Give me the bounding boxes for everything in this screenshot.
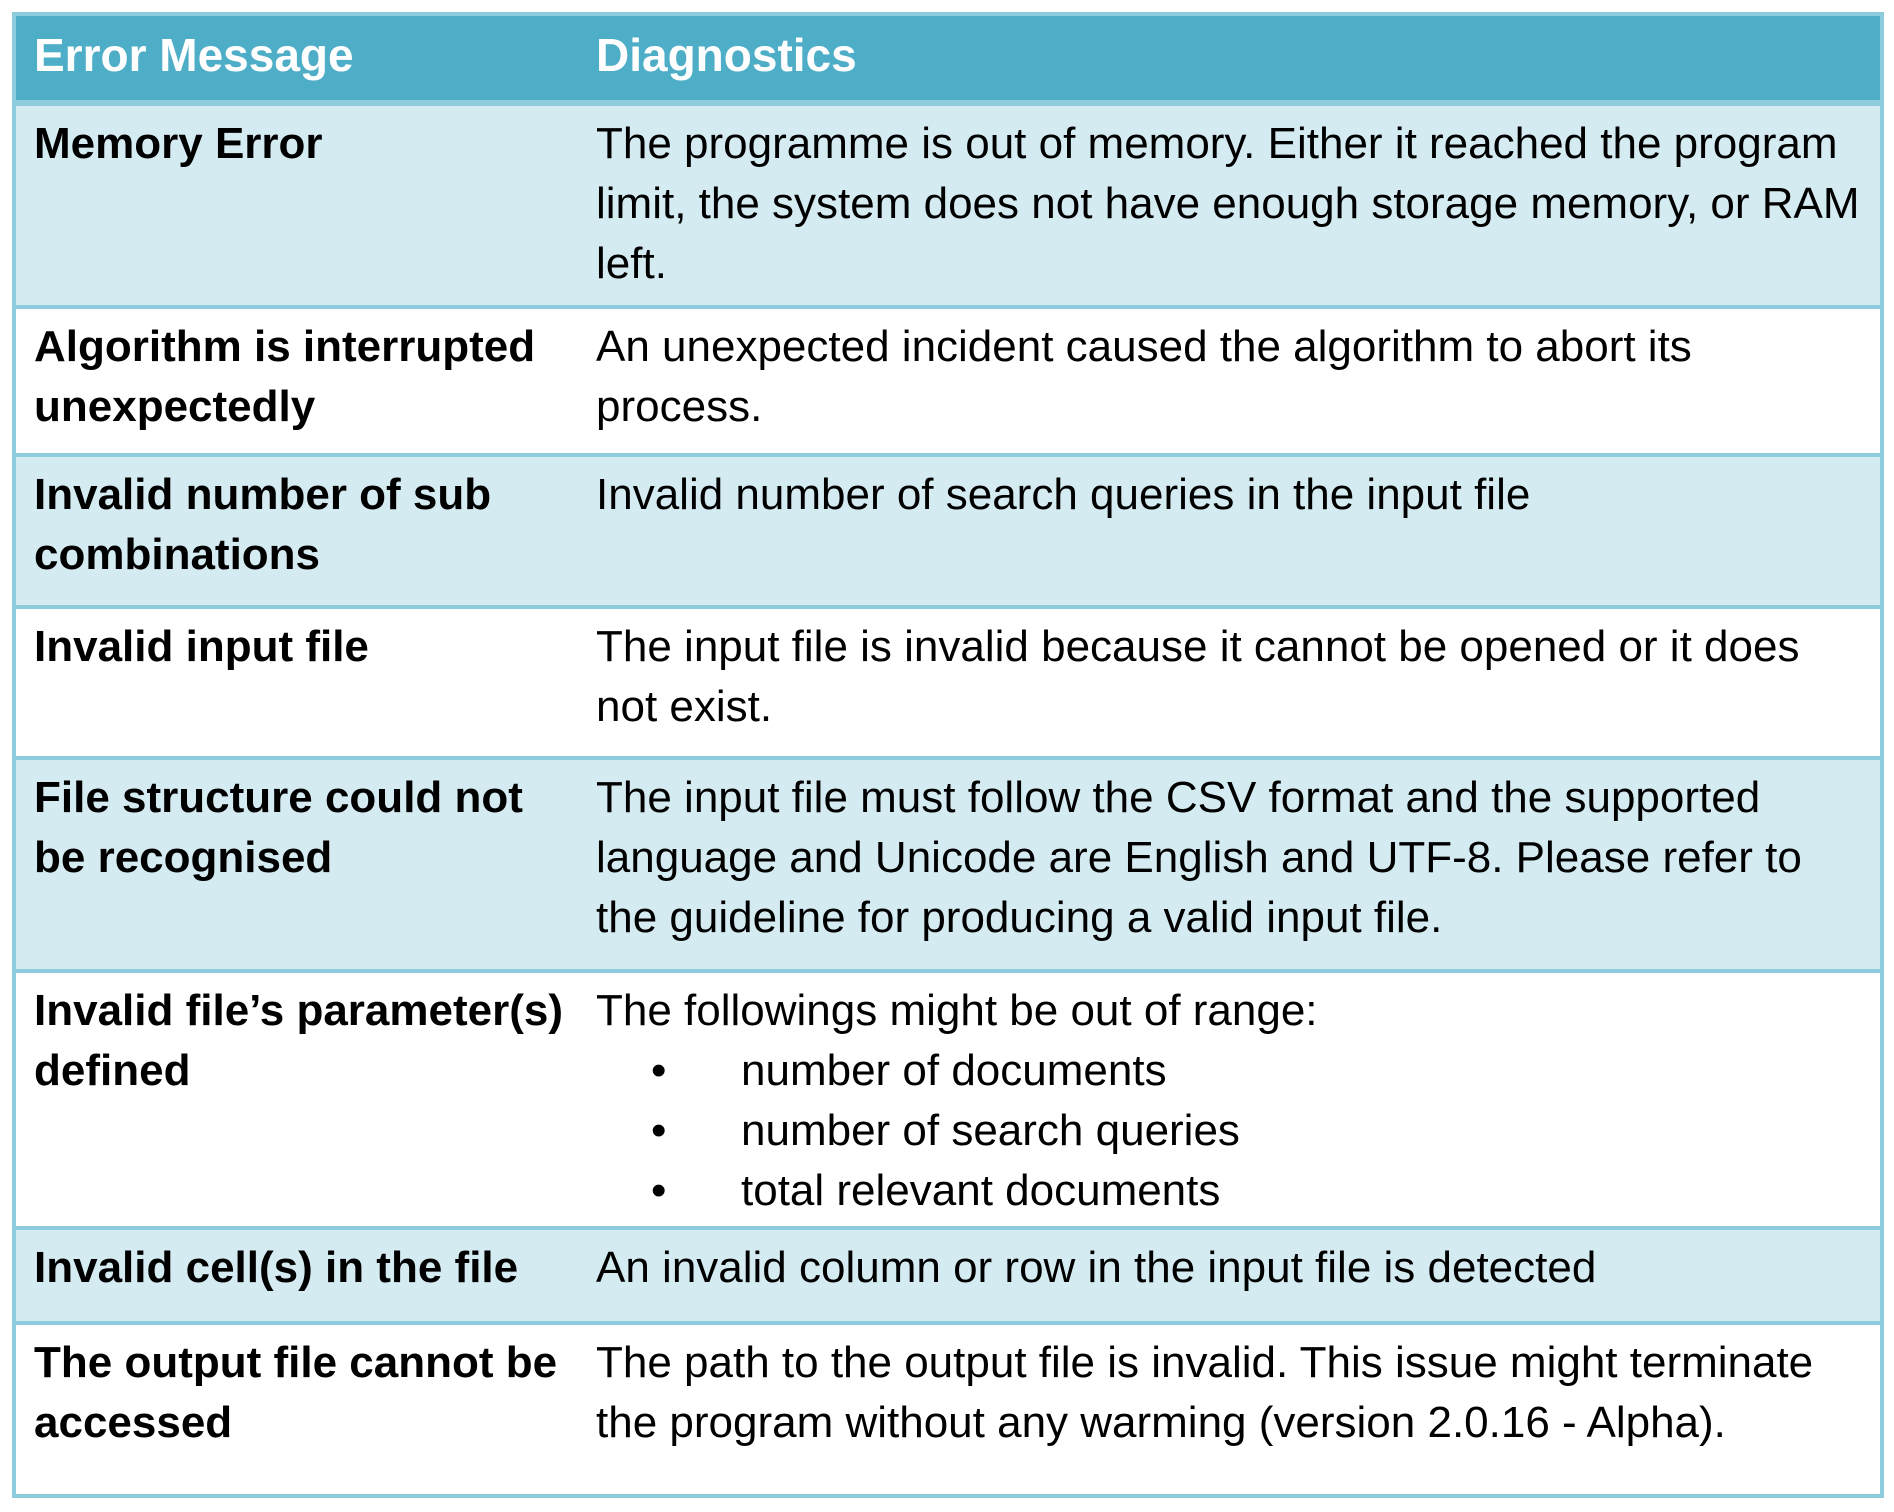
list-item: • total relevant documents [596, 1161, 1866, 1221]
list-item: • number of documents [596, 1041, 1866, 1101]
diagnostic-cell: The programme is out of memory. Either i… [596, 119, 1860, 288]
bullet-list: • number of documents • number of search q… [596, 1041, 1866, 1221]
error-message-cell: File structure could not be recognised [34, 773, 523, 882]
error-diagnostics-table: Error Message Diagnostics Memory Error T… [12, 12, 1884, 1498]
header-error-message: Error Message [34, 29, 354, 81]
header-diagnostics: Diagnostics [596, 29, 857, 81]
table-row: Invalid input file The input file is inv… [16, 609, 1880, 760]
bullet-icon: • [651, 1106, 667, 1155]
bullet-icon: • [651, 1166, 667, 1215]
table-row: The output file cannot be accessed The p… [16, 1325, 1880, 1494]
error-message-cell: Invalid input file [34, 622, 369, 671]
error-message-cell: Algorithm is interrupted unexpectedly [34, 322, 536, 431]
diagnostic-cell: The followings might be out of range: • n… [596, 981, 1866, 1221]
diagnostic-cell: The input file is invalid because it can… [596, 622, 1800, 731]
error-message-cell: The output file cannot be accessed [34, 1338, 558, 1447]
bullet-icon: • [651, 1046, 667, 1095]
table-row: Invalid cell(s) in the file An invalid c… [16, 1230, 1880, 1325]
diagnostic-cell: The input file must follow the CSV forma… [596, 773, 1802, 942]
table-row: File structure could not be recognised T… [16, 760, 1880, 973]
table-row: Invalid number of sub combinations Inval… [16, 457, 1880, 609]
list-item: • number of search queries [596, 1101, 1866, 1161]
error-message-cell: Memory Error [34, 119, 323, 168]
error-message-cell: Invalid cell(s) in the file [34, 1243, 519, 1292]
error-message-cell: Invalid number of sub combinations [34, 470, 492, 579]
table-header-row: Error Message Diagnostics [16, 16, 1880, 106]
table-row: Invalid file’s parameter(s) defined The … [16, 973, 1880, 1230]
diagnostic-cell: Invalid number of search queries in the … [596, 470, 1531, 519]
diagnostic-cell: An unexpected incident caused the algori… [596, 322, 1692, 431]
table-row: Algorithm is interrupted unexpectedly An… [16, 309, 1880, 457]
error-message-cell: Invalid file’s parameter(s) defined [34, 986, 564, 1095]
diagnostic-intro: The followings might be out of range: [596, 986, 1318, 1035]
table-row: Memory Error The programme is out of mem… [16, 106, 1880, 309]
diagnostic-cell: An invalid column or row in the input fi… [596, 1243, 1597, 1292]
diagnostic-cell: The path to the output file is invalid. … [596, 1338, 1814, 1447]
